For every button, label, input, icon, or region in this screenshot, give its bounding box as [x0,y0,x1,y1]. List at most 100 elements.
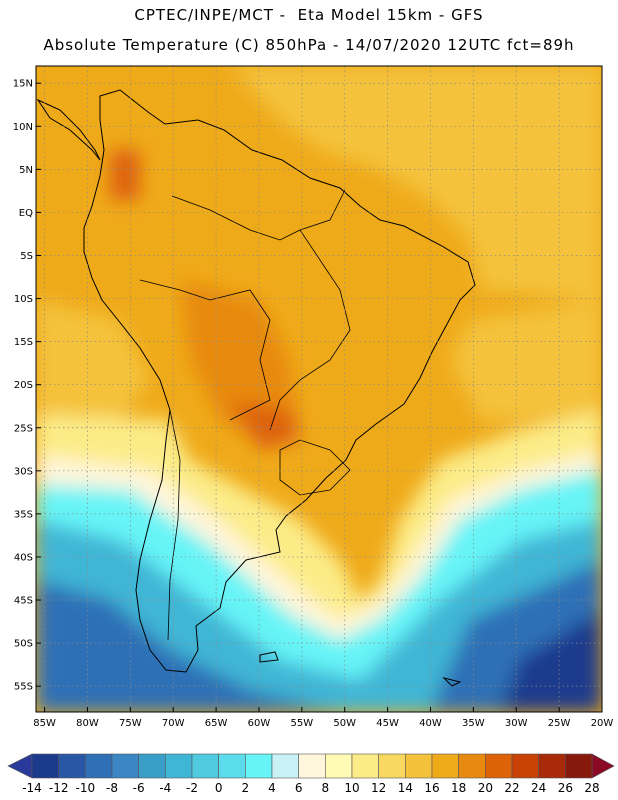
border-brazil-states [269,229,351,431]
lat-tick-label: 30S [14,466,33,477]
lat-tick-label: 15N [13,79,33,90]
colorbar-tick-label: -2 [186,781,198,795]
lon-tick-label: 45W [376,718,399,729]
continent-outline [83,89,476,673]
colorbar-swatch [298,753,326,779]
lat-tick-label: 55S [14,682,33,693]
colorbar-tick-label: -14 [22,781,42,795]
colorbar-swatch [165,753,193,779]
colorbar-tick-label: -8 [106,781,118,795]
colorbar-swatch [85,753,113,779]
colorbar-tick-label: 10 [344,781,359,795]
cool-transition-band [36,450,602,640]
colorbar-swatch [458,753,486,779]
colorbar-tick-label: 20 [478,781,493,795]
lat-tick-label: 20S [14,380,33,391]
colorbar-swatch [351,753,379,779]
colorbar-tick-label: 8 [322,781,330,795]
map-frame [35,65,603,713]
tropical-atlantic-band [230,66,602,300]
colorbar-swatch [58,753,86,779]
lon-tick-label: 40W [419,718,442,729]
lat-tick-label: 40S [14,552,33,563]
colorbar-labels: -14 -12 -10 -8 -6 -4 -2 0 2 4 6 8 10 12 14 16 18 20 22 24 26… [22,781,599,795]
colorbar-tick-label: -4 [159,781,171,795]
colorbar-tick-label: 18 [451,781,466,795]
border-south-brazil [279,439,351,496]
south-atlantic-mid-band [450,300,602,420]
colorbar-swatch [511,753,539,779]
lat-tick-label: 5S [20,251,33,262]
border-north [171,189,346,241]
longitude-labels: 85W 80W 75W 70W 65W 60W 55W 50W 45W 40W 35W 30W 25W 2… [33,718,613,729]
temperature-field [36,66,602,712]
colorbar-swatch [325,753,353,779]
pacific-cold-core [36,580,340,712]
colorbar-tick-label: 26 [558,781,573,795]
lon-tick-label: 25W [548,718,571,729]
border-bolivia [139,279,271,421]
lat-tick-label: 25S [14,423,33,434]
colorbar-tick-label: 6 [295,781,303,795]
colorbar-swatch [218,753,246,779]
colorbar-tick-label: 12 [371,781,386,795]
lat-tick-label: 5N [19,165,33,176]
colorbar-tick-label: 16 [424,781,439,795]
title-line-1: CPTEC/INPE/MCT - Eta Model 15km - GFS [134,6,484,24]
border-chile-argentina [167,409,181,641]
latitude-labels: 15N 10N 5N EQ 5S 10S 15S 20S 25S 30S 35S 40S 45S 50S 5… [13,79,33,693]
graticule [36,66,603,712]
colorbar-tick-label: 28 [584,781,599,795]
colorbar-swatch [378,753,406,779]
lon-tick-label: 50W [333,718,356,729]
lat-tick-label: 45S [14,596,33,607]
lon-tick-label: 80W [76,718,99,729]
mild-band [36,410,602,620]
colorbar [7,753,615,779]
lon-tick-label: 20W [591,718,614,729]
lon-tick-label: 70W [162,718,185,729]
south-georgia [442,677,462,687]
lon-tick-label: 55W [291,718,314,729]
colorbar-swatch [245,753,273,779]
colorbar-swatch [405,753,433,779]
colorbar-swatch [565,753,593,779]
colorbar-swatch [431,753,459,779]
colorbar-tick-label: 4 [268,781,276,795]
colorbar-swatch [138,753,166,779]
pacific-mid-band [36,300,150,420]
colorbar-tick-label: -10 [76,781,96,795]
colorbar-high-arrow [591,753,615,779]
colorbar-tick-label: 22 [504,781,519,795]
lat-tick-label: 15S [14,337,33,348]
colorbar-tick-label: 2 [242,781,250,795]
lat-tick-label: 35S [14,509,33,520]
colorbar-swatch [538,753,566,779]
lon-tick-label: 60W [248,718,271,729]
falkland-islands [259,651,279,663]
colorbar-swatch [191,753,219,779]
lat-tick-label: 10N [13,122,33,133]
warm-core-colombia [110,150,140,200]
colorbar-swatch [111,753,139,779]
lat-tick-label: EQ [19,208,33,219]
colorbar-swatch [31,753,59,779]
colorbar-tick-label: 0 [215,781,223,795]
title-line-2: Absolute Temperature (C) 850hPa - 14/07/… [43,36,575,54]
warm-core-chaco [230,400,300,450]
lon-tick-label: 30W [505,718,528,729]
colorbar-tick-label: -6 [133,781,145,795]
lon-tick-label: 85W [33,718,56,729]
colorbar-swatch [271,753,299,779]
colorbar-low-arrow [7,753,33,779]
lon-tick-label: 75W [119,718,142,729]
colorbar-tick-label: 24 [531,781,546,795]
colorbar-tick-label: 14 [398,781,413,795]
lon-tick-label: 35W [462,718,485,729]
lat-tick-label: 50S [14,639,33,650]
lat-tick-label: 10S [14,294,33,305]
lon-tick-label: 65W [205,718,228,729]
central-america-outline [36,98,101,161]
colorbar-swatch [485,753,513,779]
